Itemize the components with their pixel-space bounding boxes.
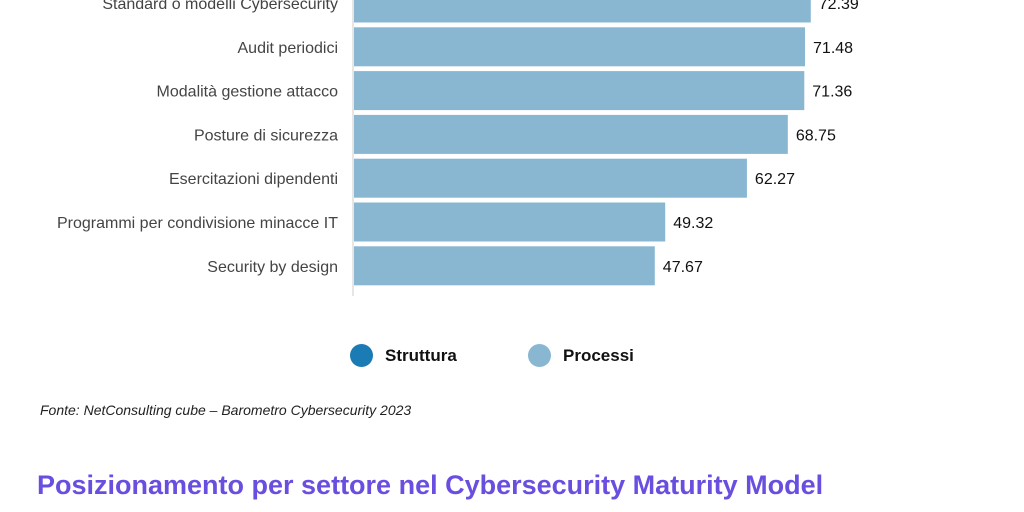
category-label: Modalità gestione attacco [157,84,339,101]
value-label: 47.67 [663,259,703,276]
legend-swatch [350,344,373,367]
bar [354,0,811,23]
legend-item-struttura: Struttura [350,344,457,367]
bar [354,158,747,198]
value-label: 71.48 [813,40,853,57]
category-label: Standard o modelli Cybersecurity [102,0,338,13]
legend-swatch [528,344,551,367]
category-label: Posture di sicurezza [194,127,338,144]
value-label: 62.27 [755,171,795,188]
bar-chart: Standard o modelli Cybersecurity 72.39 Aud… [57,0,859,296]
source-note: Fonte: NetConsulting cube – Barometro Cy… [40,402,412,418]
section-title: Posizionamento per settore nel Cybersecu… [37,470,824,500]
category-label: Security by design [207,259,338,276]
value-label: 71.36 [812,84,852,101]
bar [354,114,788,154]
legend-item-processi: Processi [528,344,634,367]
legend-label: Processi [563,345,634,365]
bar [354,202,666,242]
value-label: 68.75 [796,127,836,144]
category-label: Programmi per condivisione minacce IT [57,215,338,232]
category-label: Audit periodici [238,40,339,57]
bar [354,71,805,111]
value-label: 72.39 [819,0,859,13]
category-label: Esercitazioni dipendenti [169,171,338,188]
value-label: 49.32 [673,215,713,232]
legend-label: Struttura [385,345,457,365]
bar [354,246,655,286]
bar [354,27,806,67]
